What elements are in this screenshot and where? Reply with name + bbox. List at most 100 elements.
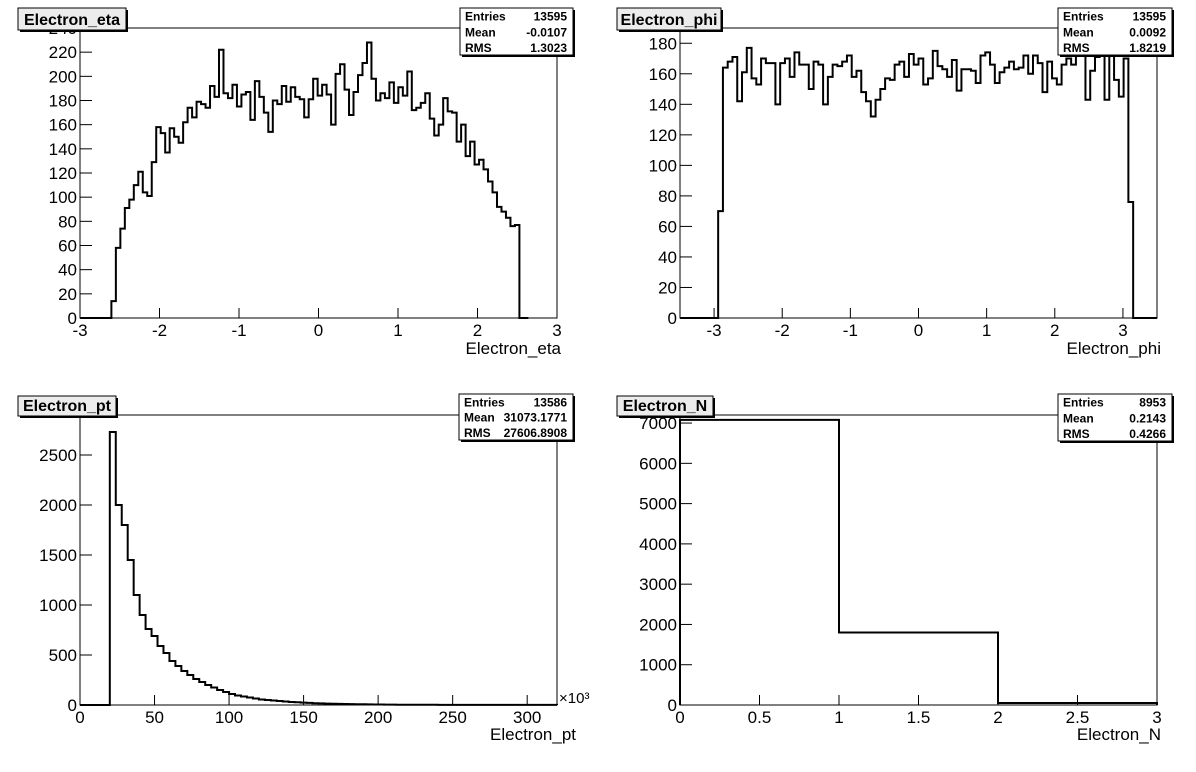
stats-label: RMS (464, 426, 491, 440)
plot-frame (679, 27, 1158, 319)
x-tick-label: 0 (675, 708, 684, 727)
x-tick-label: 3 (552, 321, 561, 340)
stats-label: Mean (465, 25, 496, 39)
x-axis-label: Electron_phi (1066, 339, 1161, 358)
y-tick-label: 160 (649, 65, 677, 84)
stats-box (459, 7, 574, 56)
plot-frame (79, 414, 558, 706)
y-tick-label: 160 (49, 116, 77, 135)
y-tick-label: 100 (49, 188, 77, 207)
stats-label: RMS (1063, 41, 1090, 55)
x-tick-label: 0 (75, 708, 84, 727)
y-tick-label: 40 (658, 248, 677, 267)
y-tick-label: 1000 (39, 596, 77, 615)
stats-box (1057, 7, 1173, 56)
y-tick-label: 1000 (639, 656, 677, 675)
title-box (616, 7, 722, 31)
chart-title: Electron_N (623, 398, 707, 415)
histogram-line (680, 46, 1157, 319)
histogram-panel-electron-n: 0 1000 2000 3000 4000 5000 6000 7000 0 0.5 1 1.5 2 2.… (616, 393, 1174, 744)
x-axis-label: Electron_eta (466, 339, 562, 358)
y-tick-label: 140 (49, 140, 77, 159)
x-tick-label: 1 (834, 708, 843, 727)
y-tick-label: 180 (49, 92, 77, 111)
y-tick-label: 120 (49, 164, 77, 183)
stats-value: 1.8219 (1129, 41, 1166, 55)
y-tick-label: 3000 (639, 575, 677, 594)
stats-label: Mean (1063, 411, 1094, 425)
y-tick-label: 0 (668, 309, 677, 328)
x-tick-label: 0 (914, 321, 923, 340)
stats-value: 1.3023 (530, 41, 567, 55)
stats-value: 0.0092 (1129, 25, 1166, 39)
x-tick-label: 200 (364, 708, 392, 727)
stats-value: 0.4266 (1129, 427, 1166, 441)
x-tick-label: 100 (215, 708, 243, 727)
y-tick-label: 180 (649, 34, 677, 53)
stats-value: -0.0107 (526, 25, 567, 39)
chart-title: Electron_pt (23, 398, 112, 415)
y-tick-label: 80 (658, 187, 677, 206)
stats-value: 13595 (534, 10, 568, 24)
plot-frame (79, 27, 558, 319)
title-box (17, 7, 127, 31)
x-tick-label: -1 (231, 321, 246, 340)
y-tick-label: 1500 (39, 546, 77, 565)
chart-title: Electron_phi (621, 12, 718, 29)
stats-box (1057, 393, 1173, 442)
x-tick-label: 1.5 (907, 708, 931, 727)
y-tick-label: 200 (49, 67, 77, 86)
y-tick-label: 0 (68, 696, 77, 715)
x-tick-label: 1 (393, 321, 402, 340)
y-tick-label: 2500 (39, 446, 77, 465)
x-tick-label: 1 (982, 321, 991, 340)
stats-value: 0.2143 (1129, 411, 1166, 425)
y-tick-label: 60 (658, 217, 677, 236)
x-axis-label: Electron_pt (490, 725, 576, 744)
stats-value: 13586 (534, 395, 568, 409)
x-tick-label: 250 (438, 708, 466, 727)
stats-label: Entries (1063, 10, 1104, 24)
y-tick-label: 120 (649, 126, 677, 145)
histogram-line (80, 41, 529, 319)
stats-label: Mean (464, 411, 495, 425)
x-tick-label: 0.5 (748, 708, 772, 727)
y-tick-label: 2000 (639, 615, 677, 634)
x-tick-label: 2 (993, 708, 1002, 727)
stats-value: 13595 (1133, 10, 1167, 24)
y-tick-label: 7000 (639, 414, 677, 433)
x-axis-label: Electron_N (1077, 725, 1161, 744)
stats-label: Entries (465, 10, 506, 24)
x-tick-label: -2 (775, 321, 790, 340)
stats-value: 8953 (1139, 396, 1166, 410)
x-tick-label: 0 (314, 321, 323, 340)
x-tick-label: -3 (707, 321, 722, 340)
histogram-line (80, 431, 558, 706)
y-tick-label: 0 (668, 696, 677, 715)
stats-label: RMS (465, 41, 492, 55)
x-tick-label: 2 (473, 321, 482, 340)
x-tick-label: 2.5 (1066, 708, 1090, 727)
y-tick-label: 40 (58, 261, 77, 280)
y-tick-label: 60 (58, 237, 77, 256)
x-tick-label: -1 (843, 321, 858, 340)
chart-title: Electron_eta (24, 12, 120, 29)
x-tick-label: 3 (1118, 321, 1127, 340)
y-tick-label: 6000 (639, 454, 677, 473)
y-tick-label: 100 (649, 156, 677, 175)
stats-label: RMS (1063, 427, 1090, 441)
x-tick-label: 50 (145, 708, 164, 727)
y-tick-label: 80 (58, 212, 77, 231)
y-tick-label: 2000 (39, 496, 77, 515)
x-tick-label: 2 (1050, 321, 1059, 340)
stats-value: 31073.1771 (504, 411, 568, 425)
histogram-line (679, 418, 1158, 705)
x-tick-label: 3 (1152, 708, 1161, 727)
y-tick-label: 5000 (639, 495, 677, 514)
stats-label: Entries (1063, 396, 1104, 410)
x-tick-label: 300 (513, 708, 541, 727)
y-tick-label: 0 (68, 309, 77, 328)
